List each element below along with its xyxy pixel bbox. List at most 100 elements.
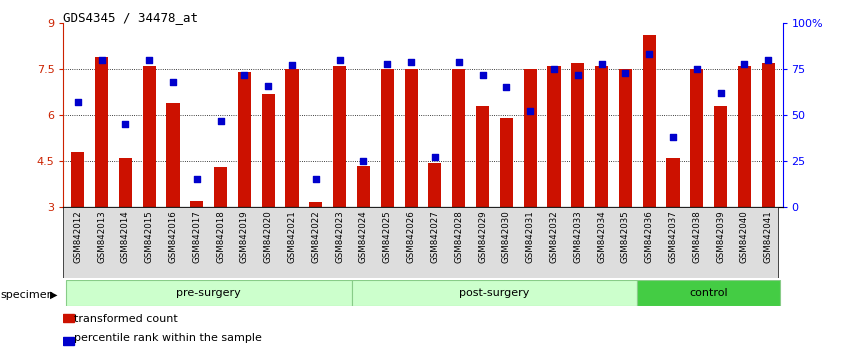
Text: GSM842038: GSM842038 [692,211,701,263]
Point [642,51,656,57]
Bar [404,69,418,207]
Bar [547,66,561,207]
Text: GSM842029: GSM842029 [478,211,487,263]
Point [381,61,394,66]
Bar [357,166,370,207]
Text: GSM842037: GSM842037 [668,211,678,263]
Bar [738,66,751,207]
Bar [643,35,656,207]
Bar [261,93,275,207]
Bar [95,57,108,207]
Bar [428,162,442,207]
Text: GSM842013: GSM842013 [97,211,106,263]
Text: transformed count: transformed count [74,314,178,324]
Text: GSM842012: GSM842012 [74,211,82,263]
Point [595,61,608,66]
Text: GSM842014: GSM842014 [121,211,129,263]
Text: pre-surgery: pre-surgery [176,288,241,298]
Bar [63,314,74,322]
Text: GSM842028: GSM842028 [454,211,464,263]
Text: GDS4345 / 34478_at: GDS4345 / 34478_at [63,11,199,24]
Bar [190,201,203,207]
Text: control: control [689,288,728,298]
Bar [310,202,322,207]
Point [618,70,632,75]
Text: GSM842041: GSM842041 [764,211,772,263]
Bar [524,69,536,207]
Point [475,72,489,78]
Bar [167,103,179,207]
Bar [761,63,775,207]
Bar [352,280,637,306]
Text: GSM842022: GSM842022 [311,211,321,263]
Point [71,99,85,105]
Text: GSM842018: GSM842018 [216,211,225,263]
Point [667,134,680,140]
Text: GSM842019: GSM842019 [240,211,249,263]
Point [166,79,179,85]
Bar [667,158,679,207]
Point [524,109,537,114]
Text: GSM842033: GSM842033 [574,211,582,263]
Text: GSM842020: GSM842020 [264,211,272,263]
Point [332,57,346,63]
Bar [452,69,465,207]
Point [214,118,228,124]
Point [547,66,561,72]
Point [404,59,418,64]
Bar [595,66,608,207]
Bar [118,158,132,207]
Text: GSM842026: GSM842026 [407,211,415,263]
Bar [690,69,703,207]
Text: GSM842025: GSM842025 [382,211,392,263]
Bar [63,337,74,345]
Bar [571,63,585,207]
Point [357,158,371,164]
Bar [500,118,513,207]
Bar [618,69,632,207]
Bar [476,106,489,207]
Bar [333,66,346,207]
Point [285,63,299,68]
Text: GSM842023: GSM842023 [335,211,344,263]
Point [190,177,204,182]
Point [761,57,775,63]
Point [571,72,585,78]
Text: GSM842024: GSM842024 [359,211,368,263]
Text: ▶: ▶ [50,290,58,300]
Text: percentile rank within the sample: percentile rank within the sample [74,333,261,343]
Point [142,57,156,63]
Text: GSM842031: GSM842031 [525,211,535,263]
Text: GSM842040: GSM842040 [740,211,749,263]
Text: GSM842016: GSM842016 [168,211,178,263]
Point [118,121,132,127]
Text: GSM842034: GSM842034 [597,211,606,263]
Bar [143,66,156,207]
Bar [285,69,299,207]
Point [738,61,751,66]
Text: GSM842017: GSM842017 [192,211,201,263]
Text: GSM842021: GSM842021 [288,211,297,263]
Text: GSM842015: GSM842015 [145,211,154,263]
Point [428,155,442,160]
Point [95,57,108,63]
Bar [214,167,228,207]
Text: GSM842035: GSM842035 [621,211,630,263]
Point [238,72,251,78]
Text: post-surgery: post-surgery [459,288,530,298]
Text: GSM842027: GSM842027 [431,211,439,263]
Point [690,66,704,72]
Point [452,59,465,64]
Bar [71,152,85,207]
Point [261,83,275,88]
Text: GSM842032: GSM842032 [549,211,558,263]
Point [309,177,322,182]
Text: GSM842036: GSM842036 [645,211,654,263]
Bar [714,106,728,207]
Text: GSM842039: GSM842039 [717,211,725,263]
Bar [238,72,251,207]
Bar [381,69,394,207]
Bar [637,280,780,306]
Text: specimen: specimen [1,290,55,300]
Point [500,85,514,90]
